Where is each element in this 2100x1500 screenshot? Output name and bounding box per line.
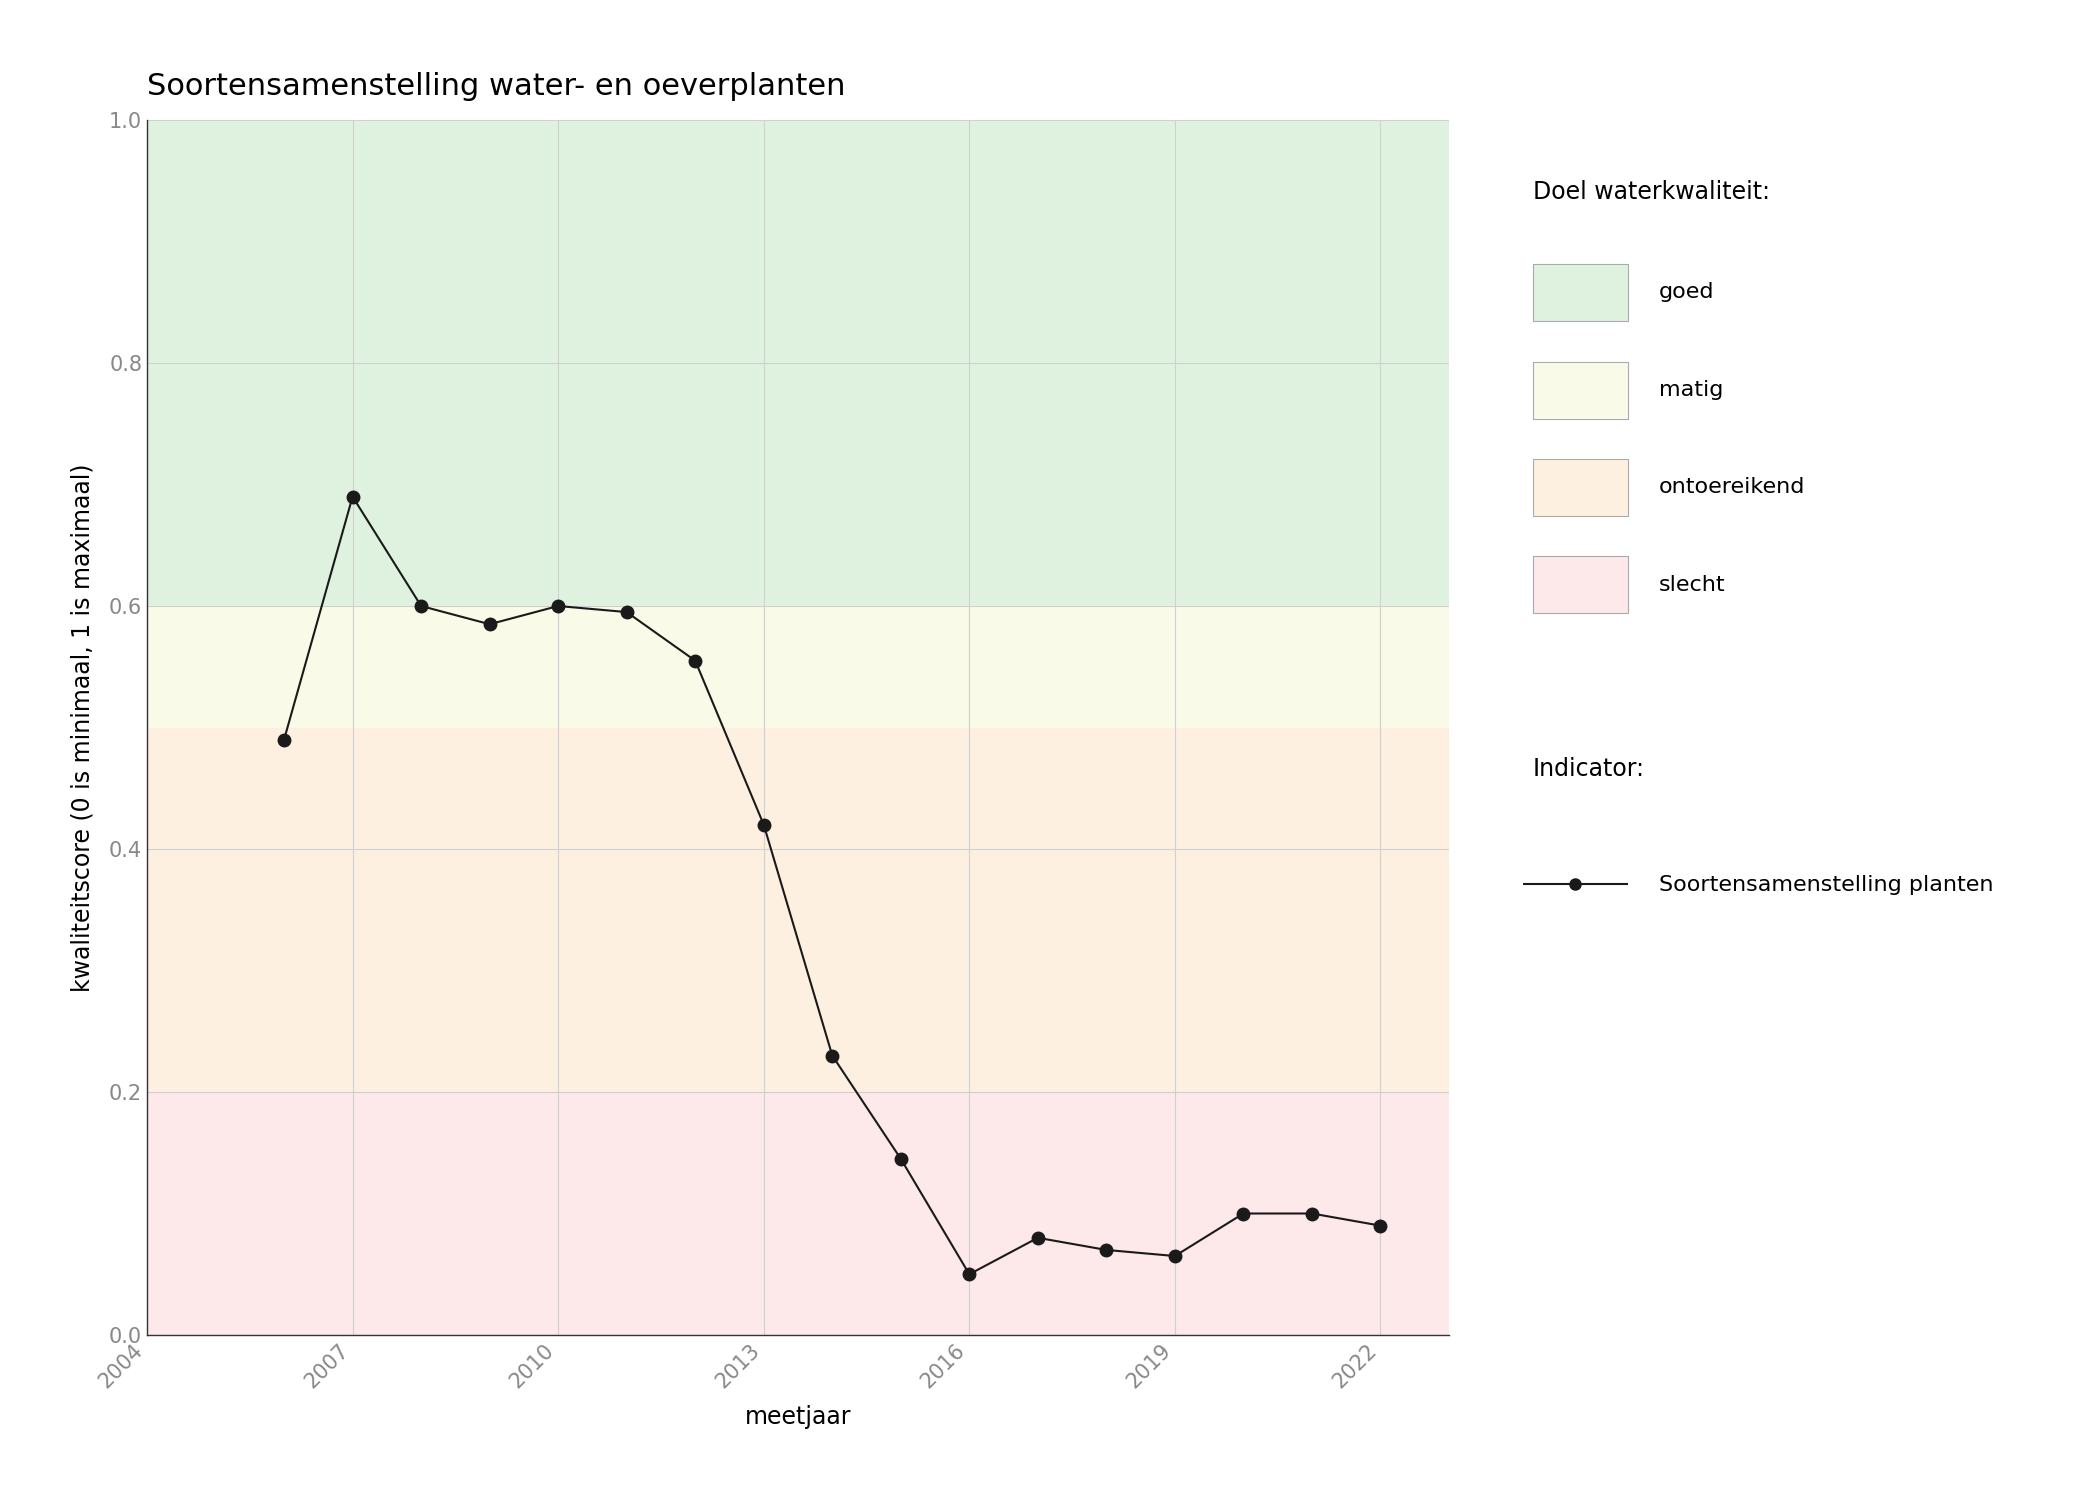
Text: Soortensamenstelling planten: Soortensamenstelling planten [1659,874,1993,896]
Text: goed: goed [1659,282,1714,303]
Bar [147,728,1449,1092]
Text: Doel waterkwaliteit:: Doel waterkwaliteit: [1533,180,1770,204]
Bar [147,1092,1449,1335]
Text: ontoereikend: ontoereikend [1659,477,1806,498]
Y-axis label: kwaliteitscore (0 is minimaal, 1 is maximaal): kwaliteitscore (0 is minimaal, 1 is maxi… [71,464,94,992]
Text: Indicator:: Indicator: [1533,758,1644,782]
X-axis label: meetjaar: meetjaar [746,1406,851,1429]
Bar [147,120,1449,606]
Text: matig: matig [1659,380,1724,400]
Bar [147,606,1449,728]
Text: Soortensamenstelling water- en oeverplanten: Soortensamenstelling water- en oeverplan… [147,72,846,100]
Text: slecht: slecht [1659,574,1726,596]
